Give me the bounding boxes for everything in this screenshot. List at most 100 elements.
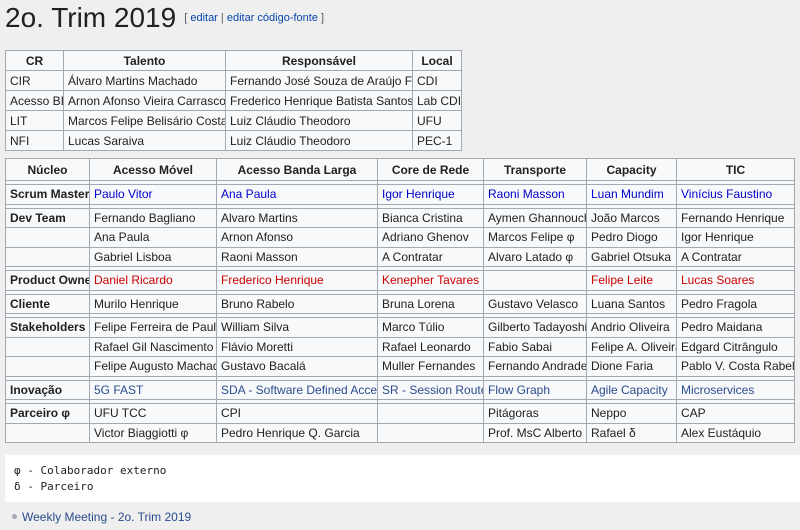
table-row: NFILucas SaraivaLuiz Cláudio TheodoroPEC…	[6, 131, 462, 151]
member-name: Igor Henrique	[681, 230, 754, 244]
table-cell: Fernando Andrade	[484, 357, 587, 377]
member-link[interactable]: Frederico Henrique	[221, 273, 324, 287]
table-cell: A Contratar	[378, 247, 484, 267]
table-cell: Fabio Sabai	[484, 337, 587, 357]
page-title: 2o. Trim 2019[ editar | editar código-fo…	[5, 1, 324, 35]
member-name: Alvaro Martins	[221, 211, 298, 225]
member-link[interactable]: Kenepher Tavares	[382, 273, 479, 287]
table-cell: Gabriel Lisboa	[90, 247, 217, 267]
member-link[interactable]: Paulo Vitor	[94, 187, 152, 201]
member-name: Alex Eustáquio	[681, 426, 761, 440]
member-link[interactable]: Flow Graph	[488, 383, 550, 397]
member-link[interactable]: Lucas Soares	[681, 273, 754, 287]
table-cell: Ana Paula	[90, 228, 217, 248]
member-link[interactable]: Vinícius Faustino	[681, 187, 772, 201]
table-row: Dev Team Fernando Bagliano Alvaro Martins B…	[6, 208, 795, 228]
member-name: Muller Fernandes	[382, 359, 475, 373]
table-cell: Luan Mundim	[587, 185, 677, 205]
table-cell: Igor Henrique	[378, 185, 484, 205]
empty-cell	[6, 247, 90, 267]
table-cell: Dione Faria	[587, 357, 677, 377]
table-cell: Acesso BL	[6, 91, 64, 111]
table-cell: Fernando José Souza de Araújo Faro	[226, 71, 413, 91]
table-row: Product OwnerDaniel RicardoFrederico Hen…	[6, 271, 795, 291]
column-header: Local	[413, 51, 462, 71]
table-cell: Aymen Ghannouchi	[484, 208, 587, 228]
member-name: Raoni Masson	[221, 250, 298, 264]
column-header: Transporte	[484, 159, 587, 181]
table-cell: 5G FAST	[90, 380, 217, 400]
member-link[interactable]: Daniel Ricardo	[94, 273, 173, 287]
member-name: Rafael Gil Nascimento	[94, 340, 213, 354]
table-cell: Gustavo Bacalá	[217, 357, 378, 377]
empty-cell	[6, 423, 90, 443]
table-cell: João Marcos	[587, 208, 677, 228]
member-link[interactable]: 5G FAST	[94, 383, 143, 397]
table-cell: Gustavo Velasco	[484, 294, 587, 314]
table-cell: SR - Session Router	[378, 380, 484, 400]
empty-cell	[6, 357, 90, 377]
member-name: Fernando Bagliano	[94, 211, 195, 225]
table-cell: Pitágoras	[484, 404, 587, 424]
member-name: CPI	[221, 406, 241, 420]
column-header: Acesso Móvel	[90, 159, 217, 181]
member-link[interactable]: Igor Henrique	[382, 187, 455, 201]
member-link[interactable]: Felipe Leite	[591, 273, 653, 287]
bullet	[12, 514, 17, 519]
member-name: Alvaro Latado φ	[488, 250, 573, 264]
table-cell: Arnon Afonso Vieira Carrasco	[64, 91, 226, 111]
table-cell: Kenepher Tavares	[378, 271, 484, 291]
table-cell: Bianca Cristina	[378, 208, 484, 228]
table-cell: Marco Túlio	[378, 318, 484, 338]
table-cell: Felipe Ferreira de Paula	[90, 318, 217, 338]
empty-cell	[484, 271, 587, 291]
table-row: Gabriel Lisboa Raoni Masson A Contratar Alv…	[6, 247, 795, 267]
table-row: Acesso BLArnon Afonso Vieira CarrascoFre…	[6, 91, 462, 111]
member-name: Gabriel Lisboa	[94, 250, 171, 264]
cr-table: CRTalentoResponsávelLocalCIRÁlvaro Marti…	[5, 50, 462, 151]
member-name: Gabriel Otsuka	[591, 250, 671, 264]
member-name: Gustavo Bacalá	[221, 359, 306, 373]
group-label: Inovação	[6, 380, 90, 400]
table-cell: Pedro Diogo	[587, 228, 677, 248]
group-label: Stakeholders	[6, 318, 90, 338]
member-name: Pedro Fragola	[681, 297, 757, 311]
member-link[interactable]: Agile Capacity	[591, 383, 668, 397]
table-cell: Bruna Lorena	[378, 294, 484, 314]
member-link[interactable]: Ana Paula	[221, 187, 276, 201]
member-name: Felipe A. Oliveira	[591, 340, 677, 354]
table-cell: Alvaro Martins	[217, 208, 378, 228]
table-cell: LIT	[6, 111, 64, 131]
member-name: Ana Paula	[94, 230, 149, 244]
table-row: CIRÁlvaro Martins MachadoFernando José S…	[6, 71, 462, 91]
member-link[interactable]: Microservices	[681, 383, 754, 397]
member-name: Dione Faria	[591, 359, 653, 373]
member-name: CAP	[681, 406, 706, 420]
member-link[interactable]: Raoni Masson	[488, 187, 565, 201]
table-cell: PEC-1	[413, 131, 462, 151]
table-cell: Pablo V. Costa Rabelo	[677, 357, 795, 377]
note-line: δ - Parceiro	[14, 479, 800, 495]
table-cell: Daniel Ricardo	[90, 271, 217, 291]
empty-cell	[6, 337, 90, 357]
member-link[interactable]: SR - Session Router	[382, 383, 484, 397]
table-cell: Luiz Cláudio Theodoro	[226, 111, 413, 131]
member-name: Felipe Augusto Machado	[94, 359, 217, 373]
category-link[interactable]: Weekly Meeting - 2o. Trim 2019	[22, 510, 191, 524]
table-row: ClienteMurilo HenriqueBruno RabeloBruna …	[6, 294, 795, 314]
group-label: Dev Team	[6, 208, 90, 228]
member-name: Bruna Lorena	[382, 297, 455, 311]
column-header: Core de Rede	[378, 159, 484, 181]
member-link[interactable]: Luan Mundim	[591, 187, 664, 201]
table-cell: Microservices	[677, 380, 795, 400]
table-cell: UFU TCC	[90, 404, 217, 424]
edit-source-link[interactable]: editar código-fonte	[227, 12, 318, 24]
member-name: Edgard Citrângulo	[681, 340, 778, 354]
table-cell: Adriano Ghenov	[378, 228, 484, 248]
column-header: CR	[6, 51, 64, 71]
edit-link[interactable]: editar	[190, 12, 218, 24]
table-row: Inovação 5G FAST SDA - Software Defined Ac…	[6, 380, 795, 400]
member-link[interactable]: SDA - Software Defined Access	[221, 383, 378, 397]
table-cell: CPI	[217, 404, 378, 424]
table-row: Ana PaulaArnon AfonsoAdriano GhenovMarco…	[6, 228, 795, 248]
